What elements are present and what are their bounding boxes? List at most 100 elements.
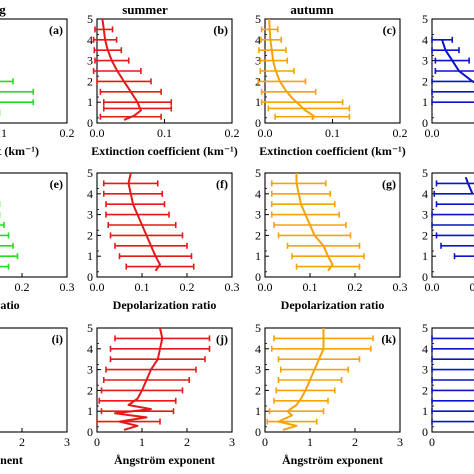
y-tick-label: 5: [422, 321, 428, 335]
profile-line: [277, 328, 325, 431]
y-tick-label: 2: [422, 74, 428, 88]
x-tick-label: 0.0: [90, 280, 105, 294]
y-tick-label: 1: [87, 249, 93, 263]
y-tick-label: 0: [255, 116, 261, 130]
profile-line: [464, 176, 474, 195]
y-tick-label: 3: [422, 208, 428, 222]
y-tick-label: 2: [87, 383, 93, 397]
x-tick-label: 0.1: [0, 126, 7, 140]
panel-winter-2: 0123450123Ångs: [422, 321, 474, 449]
y-tick-label: 1: [422, 249, 428, 263]
x-tick-label: 0.2: [60, 126, 75, 140]
x-axis-label: Depolarization ratio: [113, 298, 217, 312]
x-tick-label: 0.1: [325, 126, 340, 140]
y-tick-label: 5: [255, 321, 261, 335]
x-tick-label: 0.2: [15, 280, 30, 294]
panel-summer-0: 0 1 2 3 4 5 0.0 0.1 0.2 (b) Extinction coefficient…: [87, 12, 240, 158]
y-tick-label: 1: [255, 404, 261, 418]
x-axis-label: efficient (km⁻¹): [0, 144, 39, 158]
y-tick-label: 1: [255, 249, 261, 263]
x-tick-label: 1: [307, 435, 313, 449]
panel-letter: (i): [52, 332, 63, 346]
x-tick-label: 0: [94, 435, 100, 449]
y-tick-label: 2: [87, 228, 93, 242]
y-tick-label: 4: [422, 187, 428, 201]
x-tick-label: 0.0: [425, 126, 440, 140]
x-tick-label: 0.2: [225, 126, 240, 140]
panel-frame: [264, 327, 401, 433]
y-tick-label: 5: [87, 12, 93, 26]
x-tick-label: 0.1: [135, 280, 150, 294]
x-tick-label: 0.0: [258, 126, 273, 140]
panel-summer-2: 0 1 2 3 4 5 0 1 2 3 (j) Ångström exponent: [87, 321, 235, 467]
x-tick-label: 0.1: [470, 280, 474, 294]
y-tick-label: 0: [255, 270, 261, 284]
panel-letter: (j): [216, 332, 228, 346]
x-tick-label: 3: [397, 435, 403, 449]
panel-letter: (b): [213, 23, 228, 37]
profile-line: [127, 172, 161, 272]
y-tick-label: 5: [255, 12, 261, 26]
y-tick-label: 3: [255, 54, 261, 68]
y-tick-label: 3: [255, 363, 261, 377]
x-tick-label: 3: [229, 435, 235, 449]
y-tick-label: 0: [422, 425, 428, 439]
panel-frame: [0, 172, 68, 278]
y-tick-label: 1: [422, 404, 428, 418]
profile-line: [268, 18, 315, 121]
y-tick-label: 0: [87, 116, 93, 130]
x-tick-label: 0.2: [180, 280, 195, 294]
x-tick-label: 2: [352, 435, 358, 449]
y-tick-label: 4: [255, 342, 261, 356]
x-tick-label: 0.3: [225, 280, 240, 294]
y-tick-label: 5: [422, 166, 428, 180]
y-tick-label: 0: [87, 270, 93, 284]
y-tick-label: 3: [422, 54, 428, 68]
panel-frame: [0, 327, 68, 433]
x-tick-label: 0.2: [348, 280, 363, 294]
y-tick-label: 3: [87, 54, 93, 68]
y-tick-label: 1: [422, 95, 428, 109]
season-title-spring: ng: [0, 2, 6, 17]
y-tick-label: 4: [87, 187, 93, 201]
x-axis-label: Extinction coefficient (km⁻¹): [259, 144, 406, 158]
x-tick-label: 0.0: [425, 280, 440, 294]
panel-letter: (e): [50, 177, 63, 191]
x-tick-label: 2: [19, 435, 25, 449]
profile-line: [441, 39, 474, 84]
profile-line: [295, 173, 334, 272]
y-tick-label: 4: [87, 342, 93, 356]
panel-frame: [0, 18, 68, 124]
y-tick-label: 5: [422, 12, 428, 26]
x-tick-label: 0.1: [303, 280, 318, 294]
x-axis-label: exponent: [0, 453, 23, 467]
y-tick-label: 4: [422, 33, 428, 47]
panel-letter: (f): [216, 177, 228, 191]
y-tick-label: 3: [422, 363, 428, 377]
panel-letter: (k): [381, 332, 396, 346]
y-tick-label: 3: [87, 363, 93, 377]
y-tick-label: 4: [422, 342, 428, 356]
x-tick-label: 3: [64, 435, 70, 449]
x-tick-label: 0: [429, 435, 435, 449]
profile-line: [101, 18, 142, 121]
x-tick-label: 0.3: [60, 280, 75, 294]
y-tick-label: 0: [255, 425, 261, 439]
y-tick-label: 1: [87, 404, 93, 418]
season-title-autumn: autumn: [290, 2, 334, 17]
panel-letter: (g): [382, 177, 396, 191]
y-tick-label: 4: [255, 187, 261, 201]
x-tick-label: 0.2: [393, 126, 408, 140]
panel-letter: (a): [49, 23, 63, 37]
panel-frame: [264, 172, 401, 278]
y-tick-label: 2: [87, 74, 93, 88]
panel-frame: [96, 327, 233, 433]
x-tick-label: 0.0: [258, 280, 273, 294]
panel-frame: [96, 172, 233, 278]
x-axis-label: Extinction coefficient (km⁻¹): [91, 144, 238, 158]
y-tick-label: 0: [422, 116, 428, 130]
